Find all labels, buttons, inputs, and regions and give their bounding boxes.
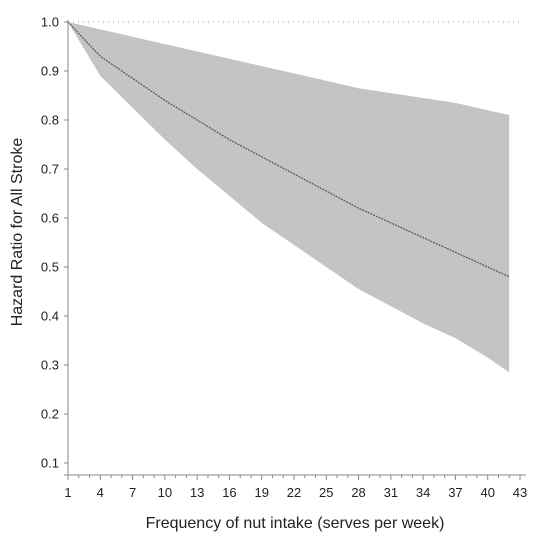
x-tick-label: 19: [254, 485, 268, 500]
x-tick-label: 43: [513, 485, 527, 500]
tick-labels: 0.1 0.2 0.3 0.4 0.5 0.6 0.7 0.8 0.9 1.0 1 4 7 10 13 16 1…: [41, 15, 527, 501]
x-tick-label: 40: [480, 485, 494, 500]
y-axis-title: Hazard Ratio for All Stroke: [9, 138, 26, 327]
x-axis-title: Frequency of nut intake (serves per week…: [146, 515, 445, 532]
x-tick-label: 37: [448, 485, 462, 500]
axes: [64, 20, 526, 480]
x-tick-label: 7: [129, 485, 136, 500]
x-tick-label: 28: [351, 485, 365, 500]
x-tick-label: 1: [64, 485, 71, 500]
hazard-ratio-line: [67, 21, 510, 278]
confidence-band-layer: [68, 22, 510, 373]
y-tick-label: 0.7: [41, 162, 59, 177]
hazard-ratio-line-layer: [67, 21, 510, 278]
x-tick-label: 4: [97, 485, 104, 500]
x-tick-label: 34: [416, 485, 430, 500]
y-tick-label: 0.6: [41, 211, 59, 226]
y-tick-label: 0.9: [41, 64, 59, 79]
confidence-band: [68, 22, 510, 373]
x-tick-label: 22: [287, 485, 301, 500]
y-tick-label: 1.0: [41, 15, 59, 30]
y-tick-label: 0.3: [41, 358, 59, 373]
y-tick-label: 0.8: [41, 113, 59, 128]
x-tick-label: 16: [222, 485, 236, 500]
x-tick-label: 25: [319, 485, 333, 500]
y-tick-label: 0.2: [41, 407, 59, 422]
x-tick-label: 10: [158, 485, 172, 500]
x-tick-label: 31: [384, 485, 398, 500]
y-tick-label: 0.4: [41, 309, 59, 324]
y-tick-label: 0.5: [41, 260, 59, 275]
x-tick-label: 13: [190, 485, 204, 500]
y-tick-label: 0.1: [41, 456, 59, 471]
